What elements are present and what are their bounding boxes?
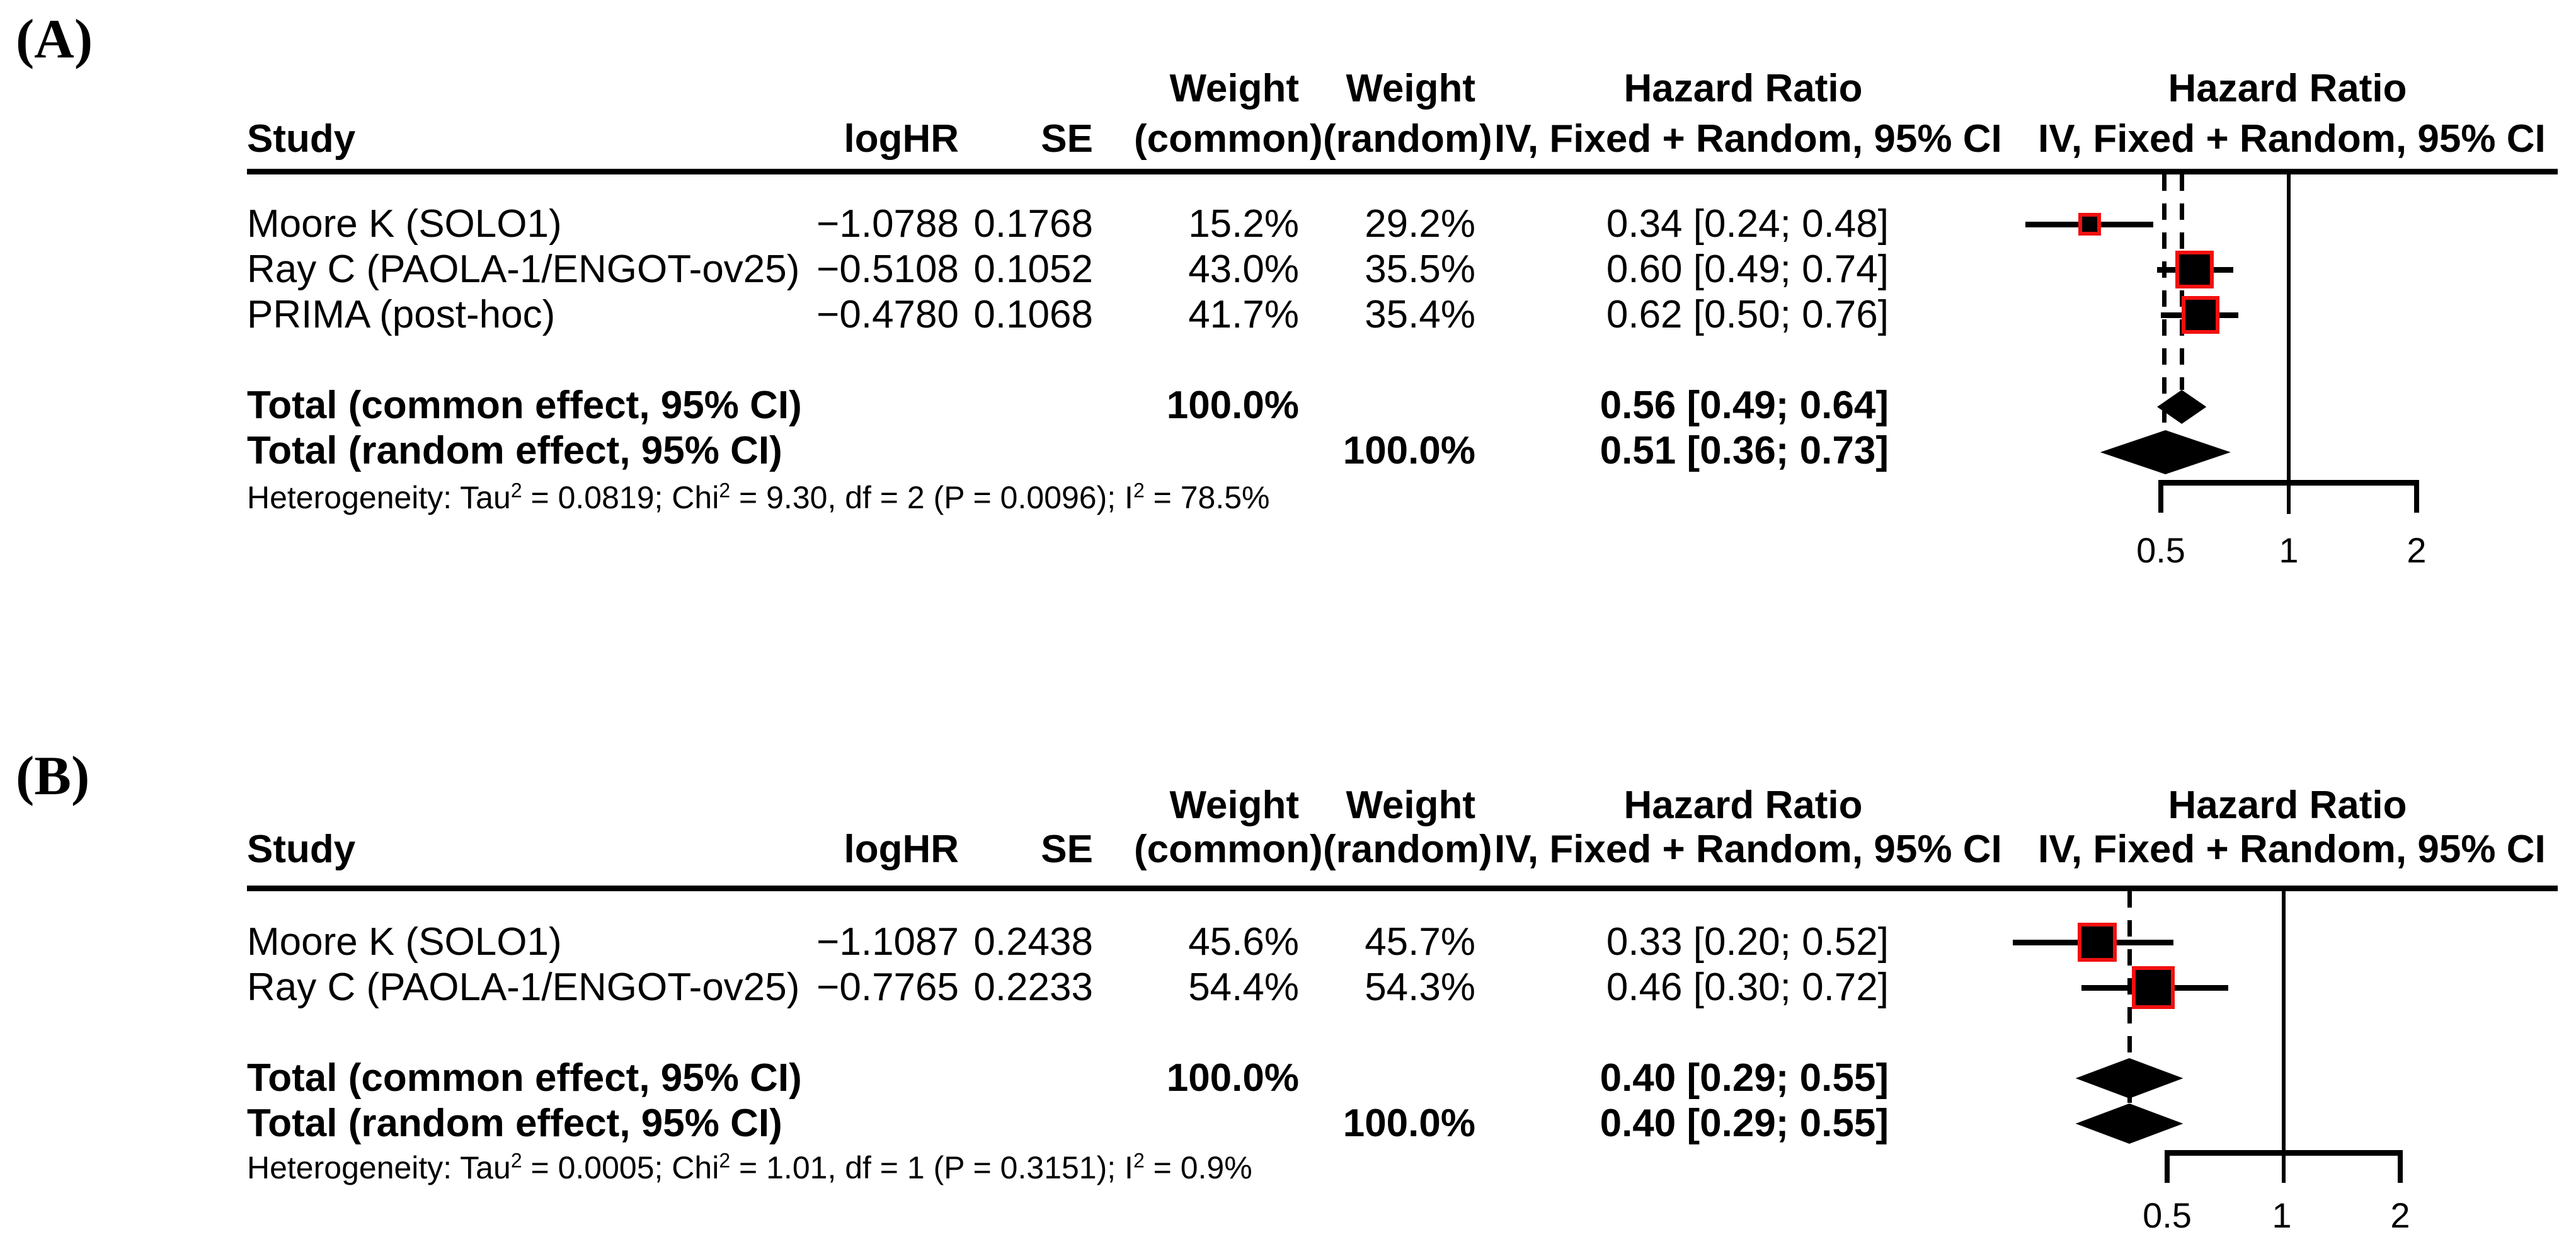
se-value: 0.2438 (973, 920, 1093, 964)
se-value: 0.2233 (973, 966, 1093, 1009)
header-rule (247, 169, 2558, 174)
col-header-se: SE (1041, 828, 1093, 871)
pooled-random-dashed-line (2162, 174, 2167, 430)
col-header-iv-fixed-random-plot: IV, Fixed + Random, 95% CI (2038, 828, 2546, 871)
study-name: PRIMA (post-hoc) (247, 293, 556, 336)
hr-ci-text: 0.60 [0.49; 0.74] (1606, 248, 1889, 291)
forest-square (2078, 213, 2101, 236)
loghr-value: −1.0788 (816, 202, 959, 246)
col-header-study: Study (247, 828, 356, 871)
total-random-label: Total (random effect, 95% CI) (247, 429, 782, 472)
weight-random-value: 45.7% (1365, 920, 1475, 964)
reference-line-hr1 (2287, 174, 2291, 514)
se-value: 0.1068 (973, 293, 1093, 336)
col-header-weight-common: (common) (1134, 828, 1323, 871)
col-header-study: Study (247, 117, 356, 161)
col-header-se: SE (1041, 117, 1093, 161)
x-axis-tick-label: 1 (2272, 1195, 2292, 1235)
total-common-weight: 100.0% (1166, 384, 1299, 427)
pooled-diamond-random (2075, 1103, 2184, 1144)
x-axis-tick-label: 0.5 (2143, 1195, 2192, 1235)
forest-square (2175, 250, 2214, 289)
col-header-loghr: logHR (844, 828, 959, 871)
x-axis-tick-2 (2414, 480, 2419, 513)
col-header-hazard-ratio-text: Hazard Ratio (1623, 784, 1863, 827)
se-value: 0.1768 (973, 202, 1093, 246)
forest-square (2131, 966, 2175, 1009)
total-common-hr-ci-text: 0.56 [0.49; 0.64] (1600, 384, 1889, 427)
hr-ci-text: 0.33 [0.20; 0.52] (1606, 920, 1889, 964)
panel-a-label: (A) (16, 9, 93, 70)
loghr-value: −1.1087 (816, 920, 959, 964)
weight-common-value: 15.2% (1188, 202, 1299, 246)
weight-common-value: 45.6% (1188, 920, 1299, 964)
x-axis-tick-2 (2398, 1150, 2403, 1183)
loghr-value: −0.7765 (816, 966, 959, 1009)
col-header-weight-common-title: Weight (1169, 67, 1300, 110)
total-random-hr-ci-text: 0.40 [0.29; 0.55] (1600, 1102, 1889, 1145)
forest-square (2078, 922, 2117, 962)
x-axis-tick-05 (2158, 480, 2163, 513)
study-name: Ray C (PAOLA-1/ENGOT-ov25) (247, 248, 800, 291)
col-header-iv-fixed-random-text: IV, Fixed + Random, 95% CI (1494, 828, 2002, 871)
heterogeneity-note: Heterogeneity: Tau2 = 0.0005; Chi2 = 1.0… (247, 1149, 1252, 1185)
total-common-label: Total (common effect, 95% CI) (247, 384, 802, 427)
total-random-label: Total (random effect, 95% CI) (247, 1102, 782, 1145)
total-common-hr-ci-text: 0.40 [0.29; 0.55] (1600, 1056, 1889, 1100)
x-axis-tick-label: 2 (2390, 1195, 2410, 1235)
panel-b-label: (B) (16, 746, 90, 807)
study-name: Moore K (SOLO1) (247, 202, 562, 246)
study-name: Ray C (PAOLA-1/ENGOT-ov25) (247, 966, 800, 1009)
pooled-diamond-common (2075, 1058, 2184, 1098)
col-header-hazard-ratio-plot: Hazard Ratio (2168, 784, 2407, 827)
col-header-loghr: logHR (844, 117, 959, 161)
col-header-weight-common-title: Weight (1169, 784, 1300, 827)
weight-random-value: 35.4% (1365, 293, 1475, 336)
pooled-dashed-line (2127, 891, 2132, 1103)
total-random-weight: 100.0% (1342, 429, 1475, 472)
col-header-weight-random: (random) (1323, 828, 1492, 871)
hr-ci-text: 0.34 [0.24; 0.48] (1606, 202, 1889, 246)
weight-random-value: 54.3% (1365, 966, 1475, 1009)
loghr-value: −0.4780 (816, 293, 959, 336)
hr-ci-text: 0.62 [0.50; 0.76] (1606, 293, 1889, 336)
forest-square (2182, 296, 2219, 334)
col-header-weight-random-title: Weight (1346, 784, 1476, 827)
total-random-hr-ci-text: 0.51 [0.36; 0.73] (1600, 429, 1889, 472)
x-axis-line (2161, 480, 2417, 486)
col-header-weight-random-title: Weight (1346, 67, 1476, 110)
total-random-weight: 100.0% (1342, 1102, 1475, 1145)
weight-random-value: 35.5% (1365, 248, 1475, 291)
x-axis-tick-05 (2165, 1150, 2170, 1183)
weight-common-value: 41.7% (1188, 293, 1299, 336)
col-header-hazard-ratio-text: Hazard Ratio (1623, 67, 1863, 110)
total-common-weight: 100.0% (1166, 1056, 1299, 1100)
reference-line-hr1 (2282, 891, 2286, 1183)
col-header-weight-common: (common) (1134, 117, 1323, 161)
heterogeneity-note: Heterogeneity: Tau2 = 0.0819; Chi2 = 9.3… (247, 479, 1270, 515)
study-name: Moore K (SOLO1) (247, 920, 562, 964)
x-axis-tick-label: 1 (2279, 530, 2299, 570)
x-axis-tick-label: 2 (2407, 530, 2427, 570)
weight-random-value: 29.2% (1365, 202, 1475, 246)
x-axis-tick-label: 0.5 (2136, 530, 2185, 570)
header-rule (247, 886, 2558, 891)
hr-ci-text: 0.46 [0.30; 0.72] (1606, 966, 1889, 1009)
weight-common-value: 54.4% (1188, 966, 1299, 1009)
x-axis-line (2167, 1150, 2400, 1156)
se-value: 0.1052 (973, 248, 1093, 291)
loghr-value: −0.5108 (816, 248, 959, 291)
col-header-iv-fixed-random-text: IV, Fixed + Random, 95% CI (1494, 117, 2002, 161)
col-header-hazard-ratio-plot: Hazard Ratio (2168, 67, 2407, 110)
weight-common-value: 43.0% (1188, 248, 1299, 291)
col-header-iv-fixed-random-plot: IV, Fixed + Random, 95% CI (2038, 117, 2546, 161)
total-common-label: Total (common effect, 95% CI) (247, 1056, 802, 1100)
col-header-weight-random: (random) (1323, 117, 1492, 161)
